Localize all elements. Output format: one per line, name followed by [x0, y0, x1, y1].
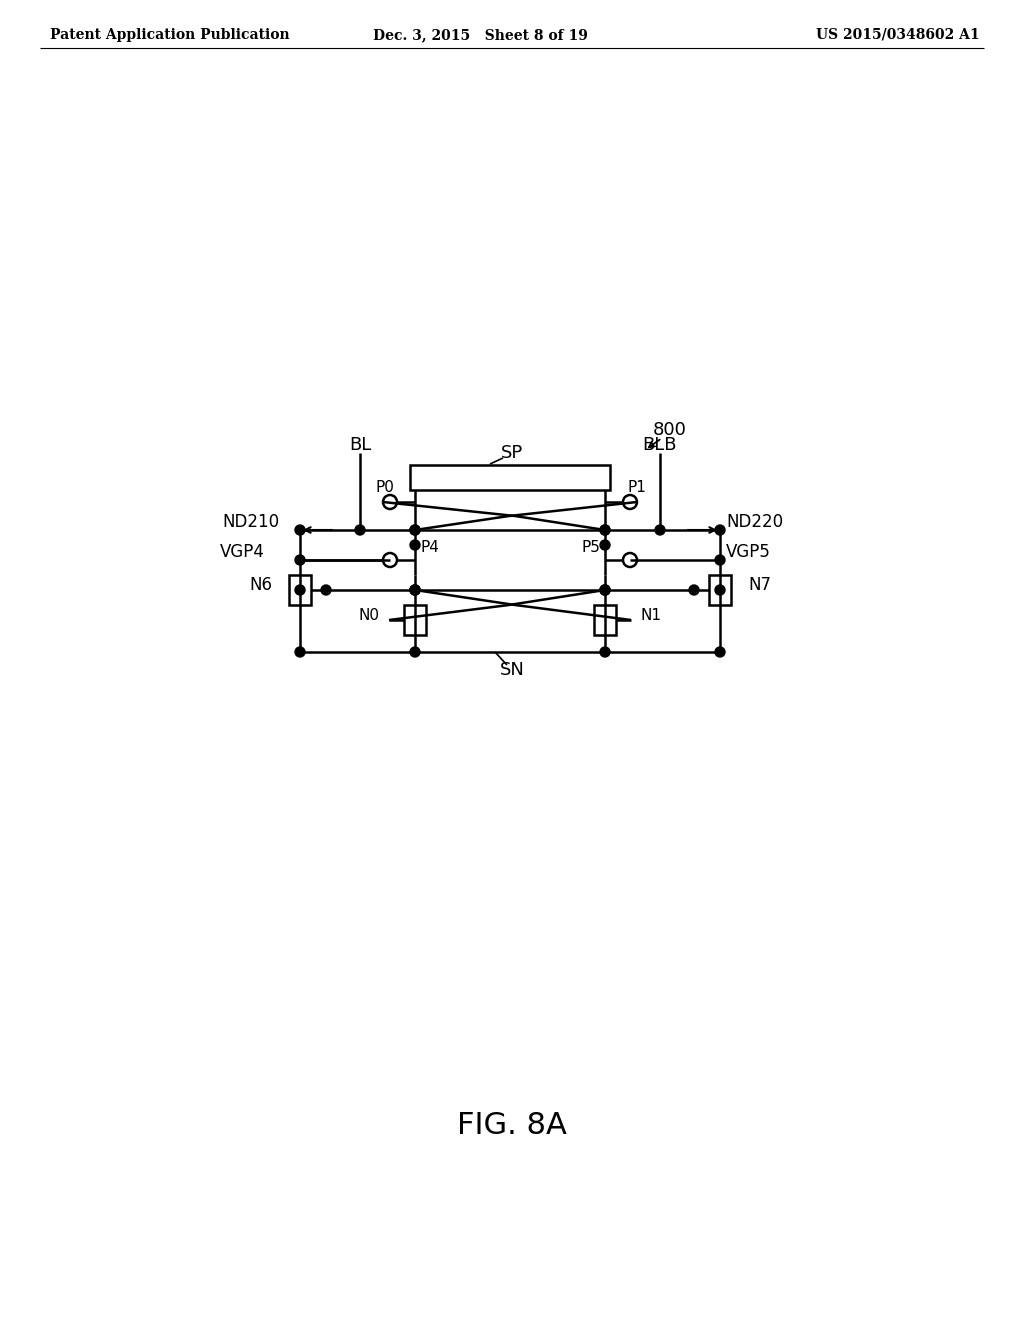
Circle shape [410, 585, 420, 595]
Text: Patent Application Publication: Patent Application Publication [50, 28, 290, 42]
Text: FIG. 8A: FIG. 8A [457, 1110, 567, 1139]
Circle shape [295, 554, 305, 565]
Text: VGP4: VGP4 [220, 543, 265, 561]
Text: N0: N0 [359, 607, 380, 623]
Circle shape [600, 525, 610, 535]
Text: BLB: BLB [643, 436, 677, 454]
Text: SP: SP [501, 444, 523, 462]
Bar [410, 465, 610, 490]
Circle shape [600, 540, 610, 550]
Text: N1: N1 [640, 607, 662, 623]
Circle shape [321, 585, 331, 595]
Circle shape [600, 585, 610, 595]
Text: BL: BL [349, 436, 371, 454]
Circle shape [295, 525, 305, 535]
Circle shape [600, 647, 610, 657]
Circle shape [410, 585, 420, 595]
Circle shape [410, 540, 420, 550]
Bar [594, 605, 616, 635]
Circle shape [295, 647, 305, 657]
Text: ND220: ND220 [726, 513, 783, 531]
Circle shape [600, 585, 610, 595]
Text: P4: P4 [420, 540, 439, 556]
Circle shape [355, 525, 365, 535]
Circle shape [715, 554, 725, 565]
Bar [289, 576, 311, 605]
Circle shape [410, 525, 420, 535]
Circle shape [715, 525, 725, 535]
Text: Dec. 3, 2015   Sheet 8 of 19: Dec. 3, 2015 Sheet 8 of 19 [373, 28, 588, 42]
Text: 800: 800 [653, 421, 687, 440]
Circle shape [410, 647, 420, 657]
Text: N7: N7 [748, 576, 771, 594]
Circle shape [715, 647, 725, 657]
Circle shape [715, 585, 725, 595]
Circle shape [410, 585, 420, 595]
Text: P0: P0 [376, 480, 394, 495]
Text: US 2015/0348602 A1: US 2015/0348602 A1 [816, 28, 980, 42]
Circle shape [600, 585, 610, 595]
Text: N6: N6 [249, 576, 272, 594]
Text: ND210: ND210 [222, 513, 280, 531]
Text: P1: P1 [628, 480, 646, 495]
Circle shape [295, 585, 305, 595]
Circle shape [689, 585, 699, 595]
Bar [404, 605, 426, 635]
Circle shape [410, 525, 420, 535]
Bar [709, 576, 731, 605]
Circle shape [655, 525, 665, 535]
Text: SN: SN [500, 661, 524, 678]
Circle shape [600, 525, 610, 535]
Text: P5: P5 [582, 540, 600, 556]
Text: VGP5: VGP5 [726, 543, 771, 561]
